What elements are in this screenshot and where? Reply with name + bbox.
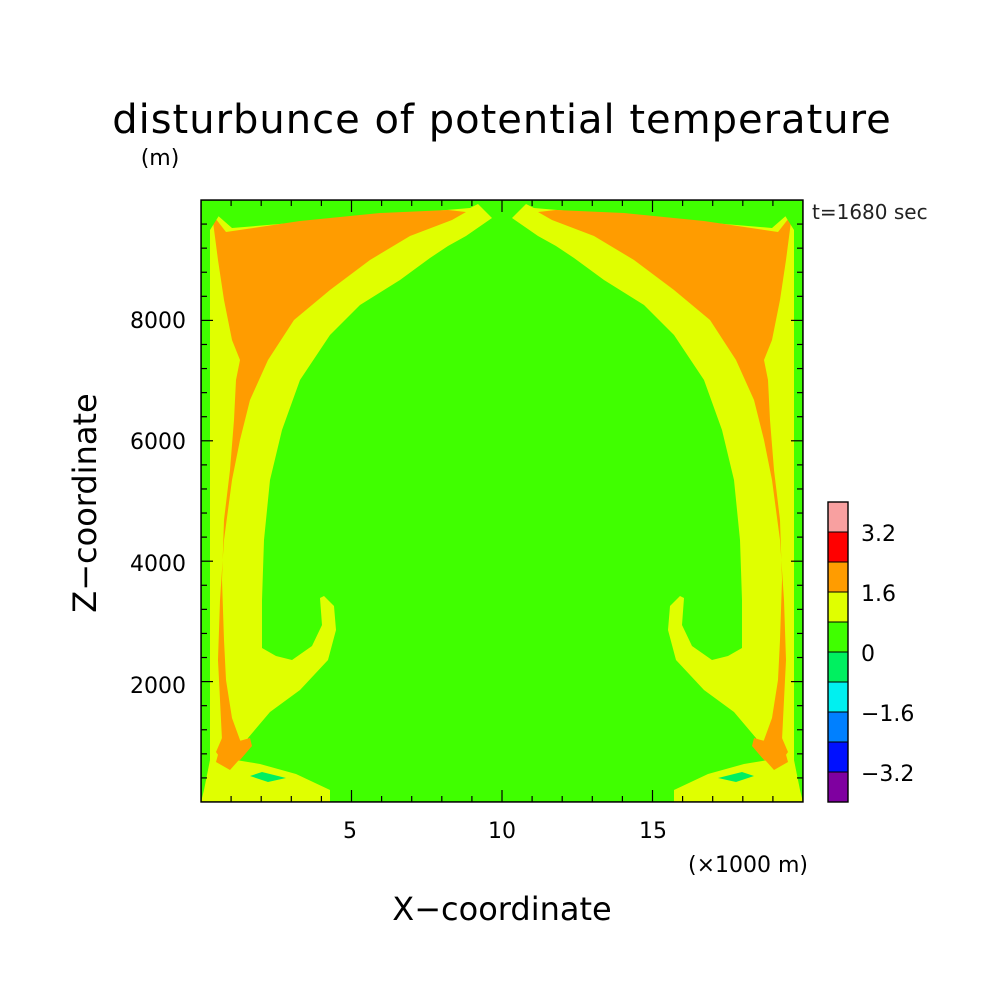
- colorbar-label-1.6: 1.6: [861, 582, 896, 607]
- colorbar-swatch: [827, 771, 849, 803]
- colorbar-swatch: [827, 741, 849, 773]
- colorbar-frame: [827, 501, 849, 803]
- colorbar: [827, 501, 849, 803]
- y-tick-label-8000: 8000: [130, 309, 186, 334]
- colorbar-swatch: [827, 591, 849, 623]
- chart-title: disturbunce of potential temperature: [112, 97, 892, 143]
- y-tick-label-4000: 4000: [130, 552, 186, 577]
- x-axis-unit: (×1000 m): [688, 853, 808, 878]
- colorbar-swatch: [827, 561, 849, 593]
- colorbar-swatch: [827, 651, 849, 683]
- hot-core-left-tail: [216, 738, 252, 766]
- x-tick-label-5: 5: [343, 819, 357, 844]
- plot-area: [201, 200, 803, 802]
- axis-ticks: [201, 200, 803, 802]
- x-axis-label: X−coordinate: [392, 890, 611, 928]
- x-tick-label-15: 15: [639, 819, 667, 844]
- colorbar-labels: 3.2 1.6 0 −1.6 −3.2: [861, 522, 914, 787]
- hot-core-left: [212, 210, 466, 770]
- colorbar-label-neg1.6: −1.6: [861, 702, 914, 727]
- time-label: t=1680 sec: [812, 200, 928, 224]
- colorbar-swatch: [827, 531, 849, 563]
- x-tick-label-10: 10: [488, 819, 516, 844]
- colorbar-swatch: [827, 681, 849, 713]
- cool-spots-left: [250, 772, 286, 782]
- colorbar-swatch: [827, 501, 849, 533]
- edge-left: [201, 200, 210, 802]
- y-tick-label-2000: 2000: [130, 674, 186, 699]
- colorbar-label-0: 0: [861, 642, 875, 667]
- edge-top-left: [201, 200, 480, 230]
- colorbar-swatch: [827, 621, 849, 653]
- y-axis-label: Z−coordinate: [66, 393, 104, 612]
- y-tick-label-6000: 6000: [130, 430, 186, 455]
- y-axis-unit: (m): [141, 146, 180, 171]
- colorbar-label-3.2: 3.2: [861, 522, 896, 547]
- colorbar-swatch: [827, 711, 849, 743]
- colorbar-label-neg3.2: −3.2: [861, 762, 914, 787]
